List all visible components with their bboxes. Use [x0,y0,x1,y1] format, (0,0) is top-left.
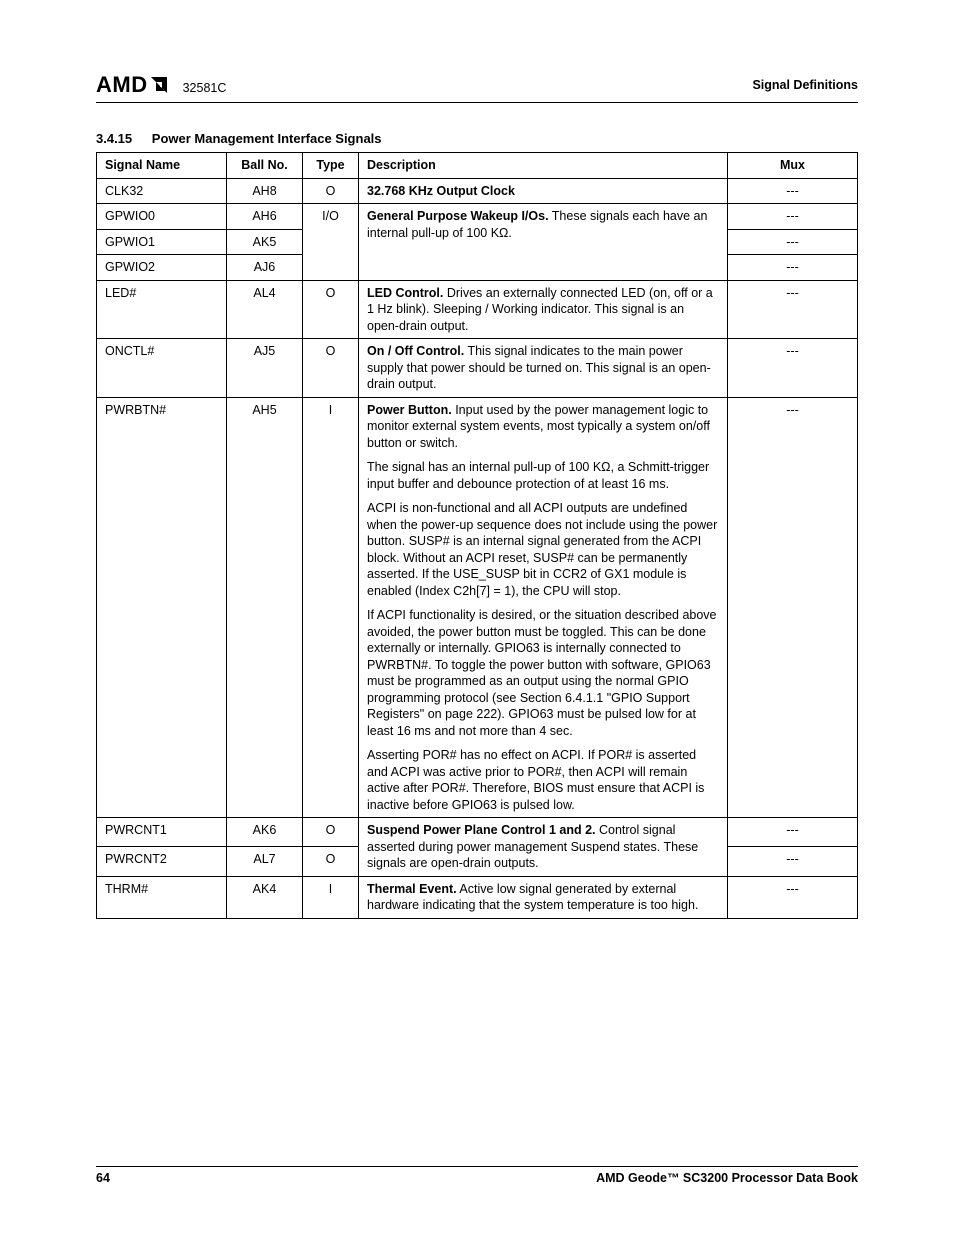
page-header: AMD 32581C Signal Definitions [96,72,858,103]
desc-bold: 32.768 KHz Output Clock [367,184,515,198]
cell-mux: --- [728,255,858,281]
cell-type: I [303,397,359,818]
col-mux: Mux [728,153,858,179]
cell-mux: --- [728,229,858,255]
header-left: AMD 32581C [96,72,226,98]
cell-desc: LED Control. Drives an externally connec… [359,280,728,339]
cell-type: I [303,876,359,918]
cell-mux: --- [728,204,858,230]
cell-signal: ONCTL# [97,339,227,398]
desc-bold: On / Off Control. [367,344,464,358]
cell-signal: LED# [97,280,227,339]
cell-signal: PWRCNT2 [97,847,227,876]
table-row: CLK32 AH8 O 32.768 KHz Output Clock --- [97,178,858,204]
table-row: GPWIO0 AH6 I/O General Purpose Wakeup I/… [97,204,858,230]
desc-bold: Suspend Power Plane Control 1 and 2. [367,823,596,837]
desc-para: ACPI is non-functional and all ACPI outp… [367,500,719,599]
cell-signal: CLK32 [97,178,227,204]
page-footer: 64 AMD Geode™ SC3200 Processor Data Book [96,1166,858,1185]
cell-signal: GPWIO0 [97,204,227,230]
desc-bold: LED Control. [367,286,443,300]
cell-type: O [303,178,359,204]
logo-text: AMD [96,72,148,98]
document-page: AMD 32581C Signal Definitions 3.4.15 Pow… [0,0,954,1235]
desc-para: The signal has an internal pull-up of 10… [367,459,719,492]
cell-mux: --- [728,280,858,339]
desc-para: Asserting POR# has no effect on ACPI. If… [367,747,719,813]
table-row: PWRCNT1 AK6 O Suspend Power Plane Contro… [97,818,858,847]
cell-type: O [303,280,359,339]
cell-signal: PWRBTN# [97,397,227,818]
cell-signal: GPWIO2 [97,255,227,281]
cell-desc: Suspend Power Plane Control 1 and 2. Con… [359,818,728,877]
desc-bold: Thermal Event. [367,882,457,896]
cell-ball: AL7 [227,847,303,876]
table-row: PWRBTN# AH5 I Power Button. Input used b… [97,397,858,818]
table-row: ONCTL# AJ5 O On / Off Control. This sign… [97,339,858,398]
cell-mux: --- [728,818,858,847]
cell-ball: AL4 [227,280,303,339]
cell-ball: AK4 [227,876,303,918]
cell-signal: PWRCNT1 [97,818,227,847]
cell-ball: AH8 [227,178,303,204]
desc-para: Power Button. Input used by the power ma… [367,402,719,452]
page-number: 64 [96,1171,110,1185]
cell-desc: On / Off Control. This signal indicates … [359,339,728,398]
cell-mux: --- [728,339,858,398]
cell-ball: AJ5 [227,339,303,398]
desc-bold: Power Button. [367,403,452,417]
section-title-text: Power Management Interface Signals [152,131,382,146]
section-number: 3.4.15 [96,131,132,146]
cell-mux: --- [728,847,858,876]
amd-logo: AMD [96,72,169,98]
col-description: Description [359,153,728,179]
cell-ball: AH5 [227,397,303,818]
cell-desc: Power Button. Input used by the power ma… [359,397,728,818]
table-row: LED# AL4 O LED Control. Drives an extern… [97,280,858,339]
cell-type: O [303,847,359,876]
col-signal-name: Signal Name [97,153,227,179]
book-title: AMD Geode™ SC3200 Processor Data Book [596,1171,858,1185]
cell-desc: 32.768 KHz Output Clock [359,178,728,204]
cell-type: O [303,818,359,847]
cell-desc: General Purpose Wakeup I/Os. These signa… [359,204,728,281]
signals-table: Signal Name Ball No. Type Description Mu… [96,152,858,919]
col-ball-no: Ball No. [227,153,303,179]
header-section-title: Signal Definitions [752,78,858,92]
cell-ball: AK5 [227,229,303,255]
section-heading: 3.4.15 Power Management Interface Signal… [96,131,858,146]
desc-bold: General Purpose Wakeup I/Os. [367,209,549,223]
table-header-row: Signal Name Ball No. Type Description Mu… [97,153,858,179]
cell-mux: --- [728,178,858,204]
cell-signal: THRM# [97,876,227,918]
cell-type: I/O [303,204,359,281]
cell-ball: AH6 [227,204,303,230]
cell-signal: GPWIO1 [97,229,227,255]
cell-type: O [303,339,359,398]
cell-ball: AK6 [227,818,303,847]
cell-mux: --- [728,397,858,818]
table-row: THRM# AK4 I Thermal Event. Active low si… [97,876,858,918]
cell-mux: --- [728,876,858,918]
desc-para: If ACPI functionality is desired, or the… [367,607,719,739]
doc-number: 32581C [183,81,227,95]
cell-desc: Thermal Event. Active low signal generat… [359,876,728,918]
col-type: Type [303,153,359,179]
cell-ball: AJ6 [227,255,303,281]
amd-arrow-icon [149,75,169,95]
